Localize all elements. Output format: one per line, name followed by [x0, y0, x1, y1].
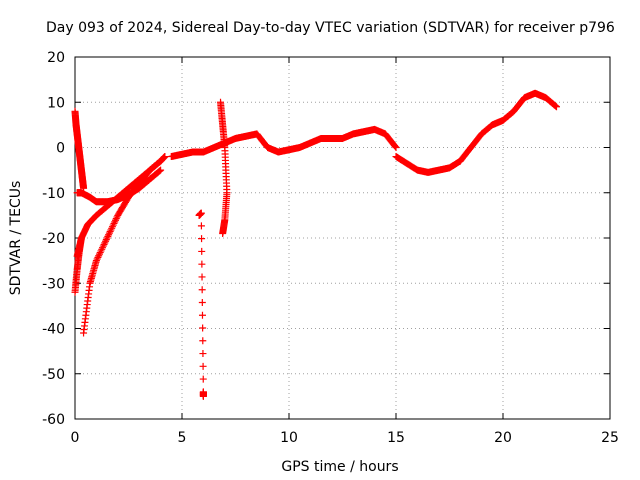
y-tick-labels: 20 10 0 -10 -20 -30 -40 -50 -60: [42, 50, 65, 428]
data-point: [92, 257, 100, 265]
series-arc-e-plateau: [73, 166, 165, 206]
data-point-fill: [98, 245, 106, 253]
data-point-fill: [198, 273, 206, 281]
data-point-fill: [156, 167, 164, 175]
series-midday-cluster: [167, 125, 400, 161]
data-point-fill: [94, 253, 102, 261]
data-point-fill: [551, 101, 559, 109]
data-point-fill: [99, 244, 107, 252]
data-point: [77, 234, 85, 242]
y-tick-label-7: -50: [42, 367, 65, 383]
x-tick-label-5: 25: [601, 430, 619, 446]
data-point: [219, 229, 227, 237]
data-point-fill: [104, 232, 112, 240]
data-point-fill: [101, 239, 109, 247]
series-arc-a-descend: [71, 107, 88, 192]
data-point: [197, 209, 205, 217]
series-rise-evening: [456, 89, 560, 165]
y-axis-label: SDTVAR / TECUs: [8, 181, 24, 296]
data-point-fill: [199, 324, 207, 332]
data-point-fill: [108, 224, 116, 232]
data-point-fill: [105, 229, 113, 237]
data-points: [71, 89, 560, 400]
data-point-fill: [197, 222, 205, 230]
x-tick-label-1: 5: [178, 430, 187, 446]
data-point-fill: [102, 236, 110, 244]
data-point: [157, 157, 165, 165]
data-point-fill: [102, 237, 110, 245]
data-point-fill: [109, 221, 117, 229]
data-point-fill: [198, 260, 206, 268]
data-point-fill: [95, 252, 103, 260]
data-point-fill: [391, 143, 399, 151]
data-point-fill: [95, 250, 103, 258]
data-point-fill: [198, 298, 206, 306]
data-point: [103, 234, 111, 242]
data-point-fill: [96, 249, 104, 257]
y-tick-label-0: 20: [47, 50, 65, 66]
data-point-fill: [198, 235, 206, 243]
grid: [75, 57, 610, 419]
data-point-fill: [112, 216, 120, 224]
data-point-fill: [552, 102, 560, 110]
data-point: [553, 103, 560, 111]
x-tick-label-0: 0: [71, 430, 80, 446]
series-arc-b-recovery: [80, 153, 169, 337]
y-tick-label-1: 10: [47, 95, 65, 111]
data-point-fill: [110, 219, 118, 227]
y-tick-label-3: -10: [42, 186, 65, 202]
data-point-fill: [93, 255, 101, 263]
data-point-fill: [198, 247, 206, 255]
y-tick-label-8: -60: [42, 412, 65, 428]
data-point: [199, 392, 207, 400]
y-tick-label-5: -30: [42, 276, 65, 292]
x-tick-label-2: 10: [280, 430, 298, 446]
data-point-fill: [111, 218, 119, 226]
y-tick-label-6: -40: [42, 322, 65, 338]
data-point-fill: [199, 350, 207, 358]
data-point-fill: [107, 226, 115, 234]
data-point-fill: [97, 247, 105, 255]
series-arc-d-low: [71, 234, 85, 296]
data-point-fill: [112, 215, 120, 223]
data-point-fill: [100, 240, 108, 248]
data-point-fill: [105, 231, 113, 239]
series-isolated-6h: [195, 209, 207, 400]
data-point-fill: [108, 223, 116, 231]
chart-title: Day 093 of 2024, Sidereal Day-to-day VTE…: [46, 20, 615, 36]
y-tick-label-2: 0: [56, 141, 65, 157]
data-point-fill: [198, 286, 206, 294]
data-point-fill: [155, 167, 163, 175]
x-tick-labels: 0 5 10 15 20 25: [71, 430, 619, 446]
data-point-fill: [199, 375, 207, 383]
data-point-fill: [106, 228, 114, 236]
data-point-fill: [156, 158, 164, 166]
y-tick-label-4: -20: [42, 231, 65, 247]
x-axis-label: GPS time / hours: [281, 459, 398, 475]
x-tick-label-3: 15: [387, 430, 405, 446]
data-point: [157, 166, 165, 174]
x-tick-label-4: 20: [494, 430, 512, 446]
data-point-fill: [199, 337, 207, 345]
data-point-fill: [99, 242, 107, 250]
data-point: [392, 144, 400, 151]
data-point-fill: [155, 158, 163, 166]
data-point-fill: [199, 362, 207, 370]
data-point-fill: [198, 311, 206, 319]
data-point: [161, 153, 169, 161]
series-spike-7h: [217, 98, 231, 237]
series-dip-16h: [392, 153, 464, 176]
